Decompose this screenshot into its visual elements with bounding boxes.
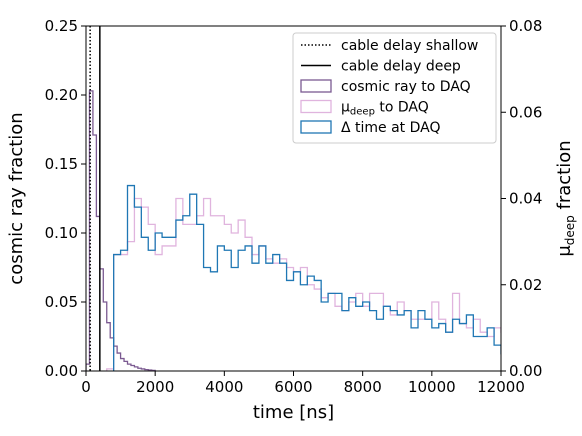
y-right-tick-label: 0.00 [509,362,542,380]
series-2-step-line [113,184,501,371]
legend-box [292,32,497,144]
x-axis-label: time [ns] [253,402,334,423]
legend-label-1: cable delay deep [341,59,461,75]
x-tick-label: 8000 [344,378,382,396]
legend-tail: to DAQ [375,100,429,116]
x-tick-label: 0 [81,378,91,396]
x-tick-label: 4000 [205,378,243,396]
legend-label-3: μdeep to DAQ [341,100,429,118]
series-1-step-line [106,197,501,371]
y-left-tick-label: 0.20 [45,86,78,104]
y-right-tick-label: 0.06 [509,103,542,121]
y-right-tick-label: 0.04 [509,190,542,208]
y-left-tick-label: 0.00 [45,362,78,380]
legend-handle-3 [300,99,332,114]
axes: 0 2000 4000 6000 8000 10000 120000.000.050.100… [6,17,577,423]
y-left-tick-label: 0.10 [45,224,78,242]
series-0-step-line [86,90,156,371]
histogram-series-layer [86,90,501,371]
y-right-tick-label: 0.08 [509,17,542,35]
y-right-axis-label: μdeep fraction [554,140,577,256]
legend-label-4: Δ time at DAQ [341,120,441,136]
legend-handle-4 [300,120,332,134]
x-tick-label: 12000 [477,378,525,396]
legend-mu: μ [341,100,350,116]
legend-handle-2 [300,79,332,93]
legend-label-2: cosmic ray to DAQ [341,79,471,95]
x-tick-label: 2000 [136,378,174,396]
y-right-label-mu: μ [554,245,575,257]
legend-label-0: cable delay shallow [341,38,478,54]
x-tick-label: 10000 [408,378,456,396]
legend-sub: deep [350,107,375,118]
legend: cable delay shallow cable delay deep cosmi… [292,32,497,144]
y-right-tick-label: 0.02 [509,276,542,294]
y-right-label-tail: fraction [554,140,575,215]
y-left-tick-label: 0.05 [45,293,78,311]
y-left-tick-label: 0.25 [45,17,78,35]
y-left-axis-label: cosmic ray fraction [6,112,27,284]
cable-delay-lines [89,26,101,371]
x-tick-label: 6000 [274,378,312,396]
y-right-label-sub: deep [563,215,577,245]
y-left-tick-label: 0.15 [45,155,78,173]
